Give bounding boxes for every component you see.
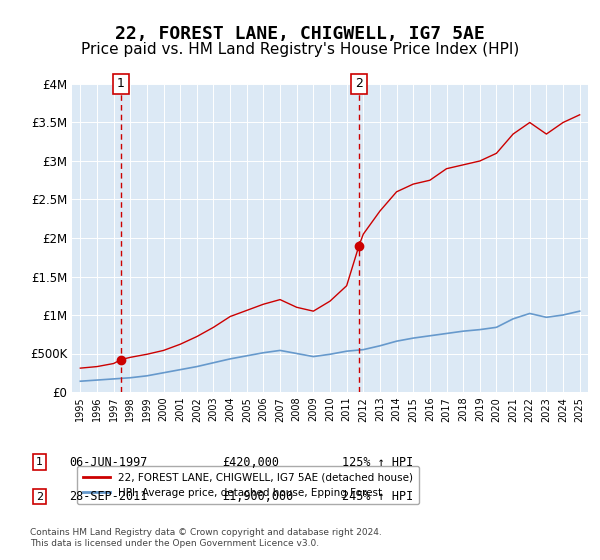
Text: 06-JUN-1997: 06-JUN-1997: [69, 455, 148, 469]
Text: 28-SEP-2011: 28-SEP-2011: [69, 490, 148, 503]
Text: Price paid vs. HM Land Registry's House Price Index (HPI): Price paid vs. HM Land Registry's House …: [81, 42, 519, 57]
Text: 2: 2: [355, 77, 363, 91]
Text: 125% ↑ HPI: 125% ↑ HPI: [342, 455, 413, 469]
Text: 22, FOREST LANE, CHIGWELL, IG7 5AE: 22, FOREST LANE, CHIGWELL, IG7 5AE: [115, 25, 485, 43]
Text: 1: 1: [36, 457, 43, 467]
Text: 245% ↑ HPI: 245% ↑ HPI: [342, 490, 413, 503]
Text: £420,000: £420,000: [222, 455, 279, 469]
Text: 2: 2: [36, 492, 43, 502]
Text: Contains HM Land Registry data © Crown copyright and database right 2024.
This d: Contains HM Land Registry data © Crown c…: [30, 528, 382, 548]
Legend: 22, FOREST LANE, CHIGWELL, IG7 5AE (detached house), HPI: Average price, detache: 22, FOREST LANE, CHIGWELL, IG7 5AE (deta…: [77, 466, 419, 504]
Text: £1,900,000: £1,900,000: [222, 490, 293, 503]
Text: 1: 1: [117, 77, 125, 91]
